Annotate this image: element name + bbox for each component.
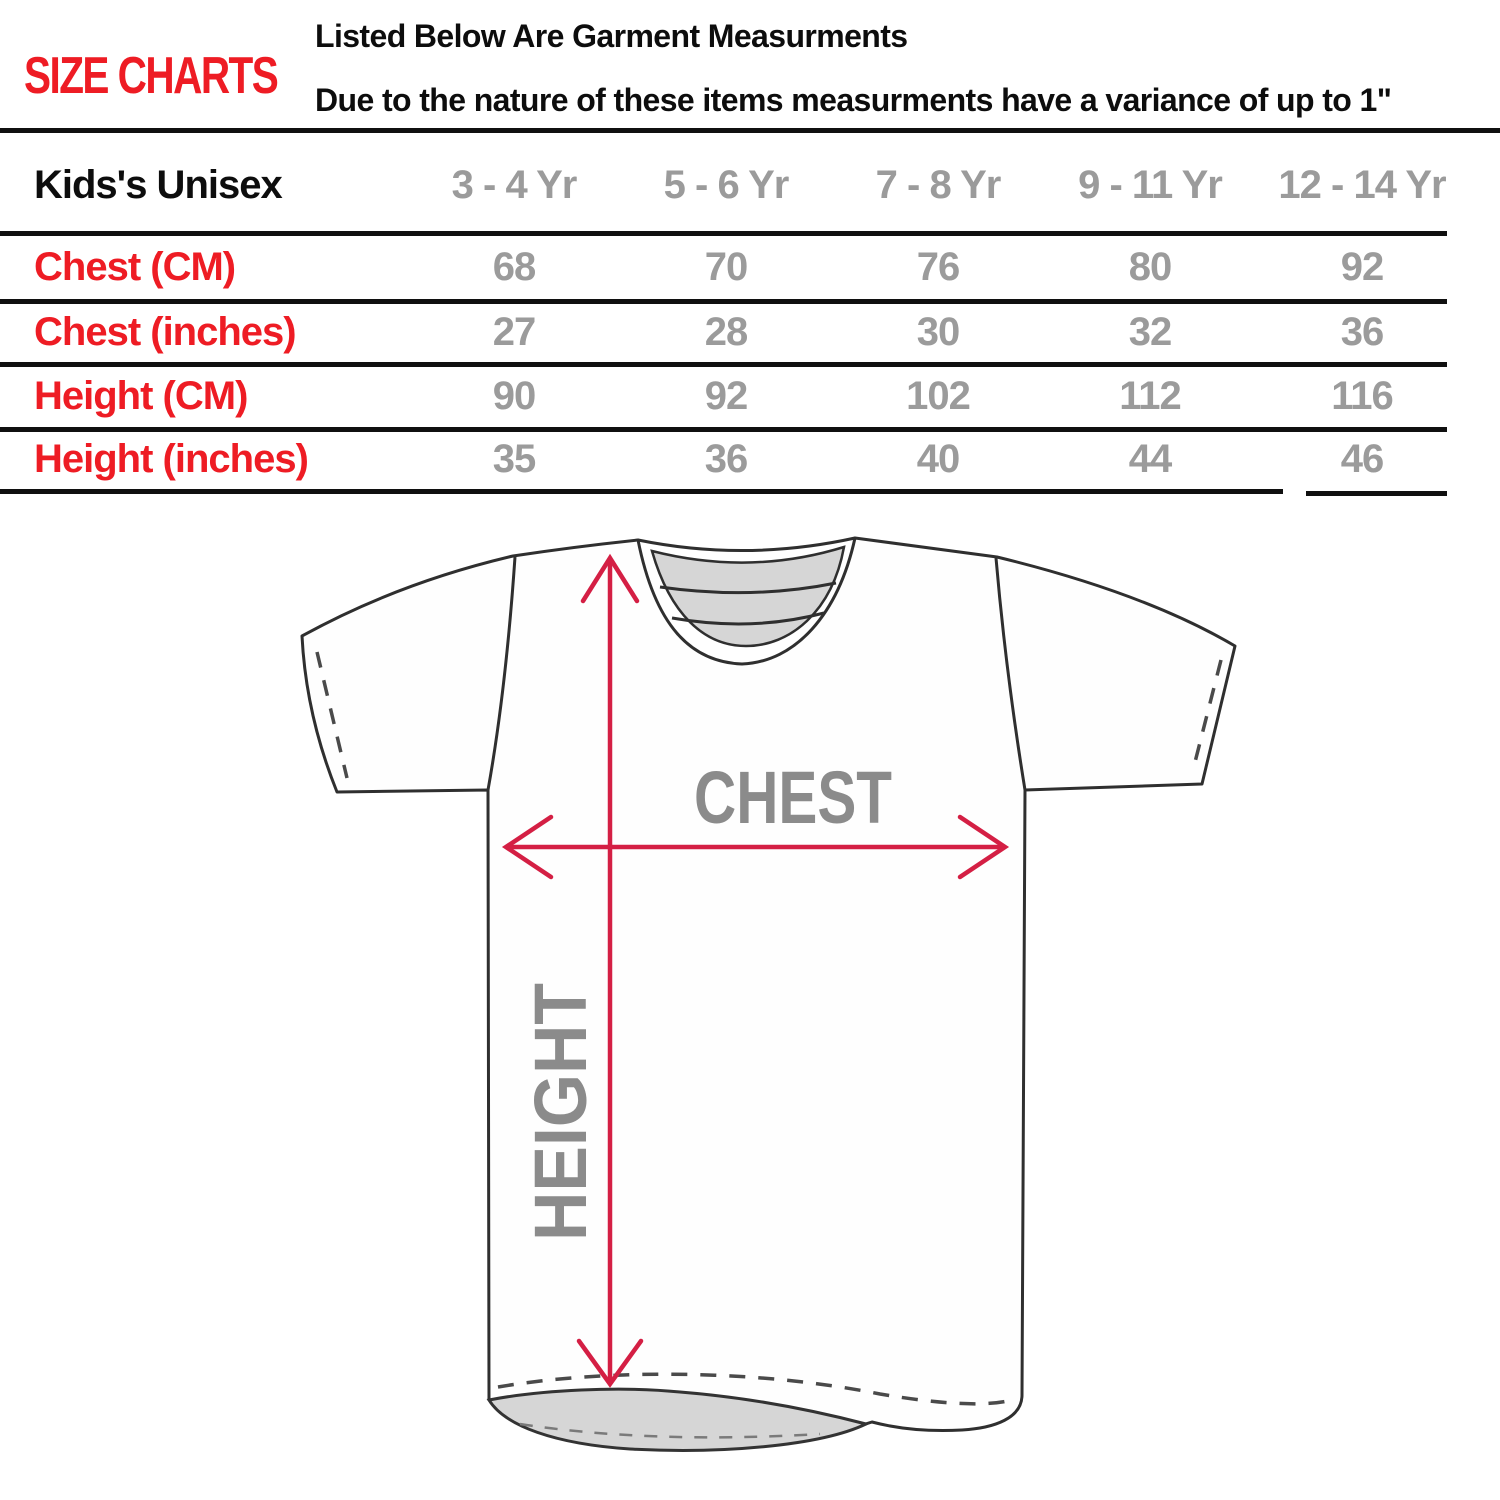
value-cell: 36	[1340, 309, 1385, 354]
right-sleeve-stitch	[1191, 659, 1223, 771]
collar-fold-line-2	[671, 611, 825, 626]
divider-header	[0, 231, 1447, 236]
value-cell: 30	[916, 309, 961, 354]
value-cell: 35	[492, 437, 537, 481]
divider-row-1	[0, 299, 1447, 304]
hem-fold-stitch	[519, 1422, 821, 1439]
divider-top	[0, 128, 1500, 133]
row-label: Height (CM)	[34, 373, 248, 418]
height-label: HEIGHT	[519, 983, 602, 1241]
collar-fold-line-1	[659, 581, 837, 595]
value-cell: 90	[492, 373, 537, 418]
value-cell: 28	[704, 309, 749, 354]
value-cell: 116	[1331, 373, 1394, 418]
note-line-2: Due to the nature of these items measurm…	[315, 82, 1392, 118]
row-label: Chest (CM)	[34, 245, 236, 289]
tshirt-outline	[300, 536, 1237, 1439]
value-cell: 76	[916, 245, 961, 289]
value-cell: 40	[916, 437, 961, 481]
collar-top-line	[637, 536, 856, 553]
value-cell: 36	[704, 437, 749, 481]
value-cell: 102	[906, 373, 971, 418]
note-line-1: Listed Below Are Garment Measurments	[315, 18, 908, 54]
col-header-5-6yr: 5 - 6 Yr	[663, 163, 790, 207]
col-header-3-4yr: 3 - 4 Yr	[451, 163, 578, 207]
table-row-height-cm: Height (CM) 90 92 102 112 116	[0, 365, 1468, 427]
value-cell: 112	[1119, 373, 1182, 418]
table-corner-label: Kids's Unisex	[34, 163, 283, 207]
col-header-7-8yr: 7 - 8 Yr	[875, 163, 1002, 207]
value-cell: 68	[492, 245, 537, 289]
row-label: Height (inches)	[34, 437, 309, 481]
table-row-chest-cm: Chest (CM) 68 70 76 80 92	[0, 236, 1468, 299]
table-row-height-inches: Height (inches) 35 36 40 44 46	[0, 430, 1468, 489]
value-cell: 80	[1128, 245, 1173, 289]
divider-bottom-left	[0, 489, 1283, 494]
table-row-chest-inches: Chest (inches) 27 28 30 32 36	[0, 302, 1468, 362]
page-title: SIZE CHARTS	[24, 47, 279, 105]
row-label: Chest (inches)	[34, 309, 297, 354]
hem-stitch	[497, 1372, 1013, 1406]
col-header-9-11yr: 9 - 11 Yr	[1078, 163, 1223, 207]
table-header-row: Kids's Unisex 3 - 4 Yr 5 - 6 Yr 7 - 8 Yr…	[0, 140, 1468, 231]
value-cell: 46	[1340, 437, 1385, 481]
value-cell: 44	[1128, 437, 1173, 481]
chest-label: CHEST	[694, 756, 892, 839]
height-arrow	[576, 553, 644, 1388]
col-header-12-14yr: 12 - 14 Yr	[1278, 163, 1446, 207]
chest-arrow	[501, 814, 1010, 880]
value-cell: 32	[1128, 309, 1173, 354]
right-sleeve-seam	[994, 557, 1027, 791]
value-cell: 92	[704, 373, 749, 418]
value-cell: 92	[1340, 245, 1385, 289]
value-cell: 70	[704, 245, 749, 289]
divider-row-3	[0, 427, 1447, 432]
value-cell: 27	[492, 309, 537, 354]
left-sleeve-stitch	[315, 651, 349, 779]
divider-bottom-right	[1306, 491, 1447, 496]
left-sleeve-seam	[486, 556, 517, 791]
divider-row-2	[0, 362, 1447, 367]
